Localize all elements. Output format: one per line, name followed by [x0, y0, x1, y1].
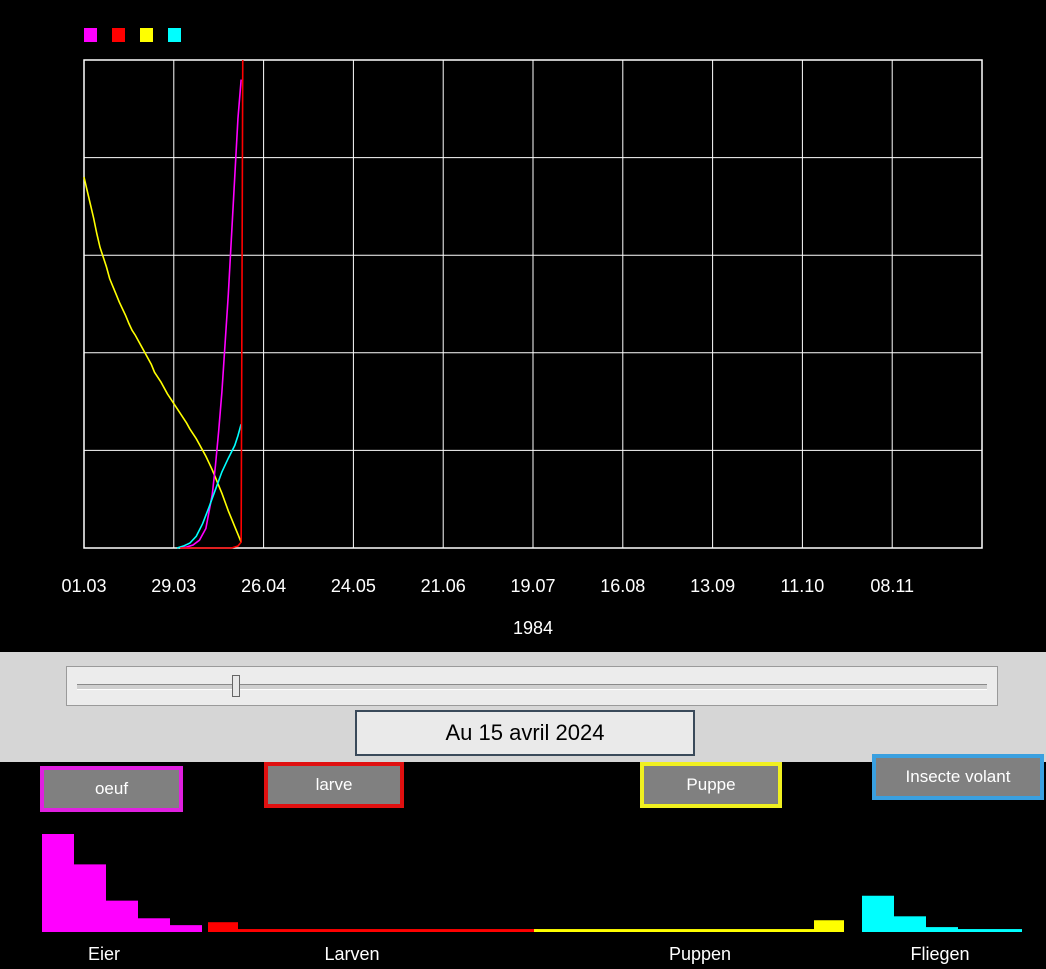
histogram-bar — [298, 929, 318, 932]
histogram-bar — [478, 929, 498, 932]
histogram-bar — [338, 929, 358, 932]
flying-insect-stage-label: Insecte volant — [905, 767, 1011, 786]
histogram-bar — [694, 929, 714, 932]
histogram-bar — [774, 929, 794, 932]
larva-stage-label: larve — [315, 775, 353, 794]
histogram-bar — [518, 929, 538, 932]
series-line — [176, 423, 242, 549]
histogram-bar — [614, 929, 634, 932]
histogram-bar — [674, 929, 694, 932]
x-tick-label: 24.05 — [331, 576, 376, 596]
egg-stage-button[interactable]: oeuf — [40, 766, 183, 812]
slider-groove — [77, 684, 987, 690]
series-line — [83, 176, 242, 543]
egg-stage-label: oeuf — [94, 779, 129, 798]
histogram-bar — [42, 834, 74, 932]
x-tick-label: 29.03 — [151, 576, 196, 596]
histogram-bar — [794, 929, 814, 932]
histogram-bar — [138, 918, 170, 932]
histogram-bar — [170, 925, 202, 932]
histogram-bar — [654, 929, 674, 932]
histogram-bar — [926, 927, 958, 932]
histogram-bar — [278, 929, 298, 932]
histogram-bar — [594, 929, 614, 932]
histogram-bar — [106, 900, 138, 932]
x-tick-label: 08.11 — [870, 576, 914, 596]
histogram-bar — [358, 929, 378, 932]
histogram-category-label: Puppen — [669, 944, 731, 964]
legend-swatch — [168, 28, 181, 42]
year-label: 1984 — [513, 618, 553, 638]
legend-swatch — [112, 28, 125, 42]
legend-swatch — [140, 28, 153, 42]
current-date-display: Au 15 avril 2024 — [355, 710, 695, 756]
x-tick-label: 19.07 — [510, 576, 555, 596]
histogram-category-label: Fliegen — [910, 944, 969, 964]
x-tick-label: 13.09 — [690, 576, 735, 596]
histogram-bar — [754, 929, 774, 932]
stage-histogram: Eier Larven Puppen Fliegen — [42, 834, 1022, 964]
line-chart: 01.03 29.03 26.04 24.05 21.06 19.07 16.08 13.09… — [61, 28, 983, 638]
histogram-bar — [74, 864, 106, 932]
histogram-bar — [554, 929, 574, 932]
histogram-bar — [714, 929, 734, 932]
histogram-bar — [378, 929, 398, 932]
histogram-bar — [498, 929, 518, 932]
x-tick-label: 11.10 — [781, 576, 825, 596]
histogram-bar — [238, 929, 258, 932]
histogram-bar — [534, 929, 554, 932]
histogram-bar — [990, 929, 1022, 932]
slider-thumb[interactable] — [231, 675, 240, 697]
histogram-bar — [958, 929, 990, 932]
x-tick-label: 16.08 — [600, 576, 645, 596]
histogram-bar — [418, 929, 438, 932]
histogram-category-label: Eier — [88, 944, 120, 964]
legend-swatch — [84, 28, 97, 42]
stage-histogram-panel: Eier Larven Puppen Fliegen oeuf larve Puppe… — [0, 754, 1046, 969]
histogram-bar — [574, 929, 594, 932]
control-panel: Au 15 avril 2024 — [0, 652, 1046, 762]
histogram-bar — [208, 922, 238, 932]
x-tick-label: 21.06 — [421, 576, 466, 596]
histogram-category-label: Larven — [324, 944, 379, 964]
series-line — [180, 59, 244, 549]
series-line — [180, 79, 242, 549]
x-tick-label: 26.04 — [241, 576, 286, 596]
histogram-bar — [398, 929, 418, 932]
line-chart-panel: 01.03 29.03 26.04 24.05 21.06 19.07 16.08 13.09… — [0, 0, 1046, 652]
pupa-stage-label: Puppe — [686, 775, 736, 794]
histogram-bar — [734, 929, 754, 932]
histogram-bar — [814, 920, 844, 932]
date-slider[interactable] — [66, 666, 998, 706]
histogram-bar — [894, 916, 926, 932]
histogram-bar — [458, 929, 478, 932]
histogram-bar — [258, 929, 278, 932]
x-tick-label: 01.03 — [61, 576, 106, 596]
pupa-stage-button[interactable]: Puppe — [640, 762, 782, 808]
flying-insect-stage-button[interactable]: Insecte volant — [872, 754, 1044, 800]
histogram-bar — [318, 929, 338, 932]
histogram-bar — [438, 929, 458, 932]
larva-stage-button[interactable]: larve — [264, 762, 404, 808]
histogram-bar — [862, 895, 894, 932]
histogram-bar — [634, 929, 654, 932]
